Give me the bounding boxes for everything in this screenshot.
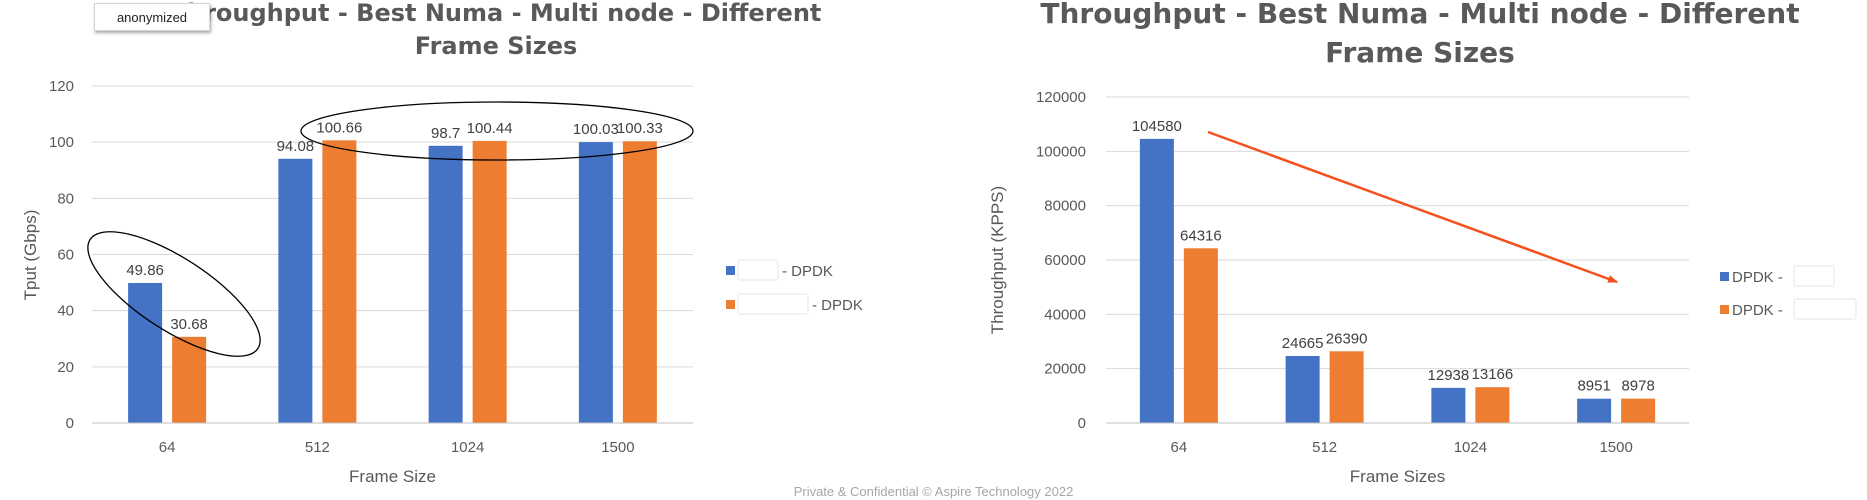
chart-title: Throughput - Best Numa - Multi node - Di…	[171, 0, 822, 27]
y-tick-label: 40000	[1044, 306, 1086, 323]
legend-redaction-box	[1793, 265, 1835, 287]
legend-swatch	[726, 266, 735, 275]
bar-series-1	[1285, 355, 1320, 423]
anonymized-badge: anonymized	[94, 3, 210, 31]
x-tick-label: 1500	[1599, 439, 1632, 456]
legend-label: - DPDK	[782, 263, 833, 280]
highlight-ellipse	[87, 231, 261, 357]
x-tick-label: 64	[159, 439, 176, 456]
legend-redaction-box	[737, 259, 779, 281]
x-tick-label: 1024	[451, 439, 484, 456]
y-axis-title: Throughput (KPPS)	[988, 186, 1007, 334]
legend-redaction-box	[737, 293, 809, 315]
y-tick-label: 100	[49, 134, 74, 151]
bar-series-1	[428, 145, 463, 423]
x-tick-label: 64	[1171, 439, 1188, 456]
y-tick-label: 80	[57, 190, 74, 207]
bar-series-2	[622, 141, 657, 423]
data-label: 26390	[1326, 330, 1368, 347]
legend-redaction-box	[1793, 298, 1857, 320]
y-tick-label: 0	[1078, 415, 1086, 432]
bar-series-2	[322, 140, 357, 423]
highlight-ellipse	[300, 101, 694, 161]
bar-series-2	[1475, 387, 1510, 423]
bar-series-1	[1577, 398, 1612, 423]
bar-series-2	[172, 336, 207, 423]
data-label: 30.68	[170, 316, 208, 333]
data-label: 100.03	[573, 121, 619, 138]
y-tick-label: 60	[57, 247, 74, 264]
x-axis-title: Frame Sizes	[1350, 467, 1445, 486]
data-label: 12938	[1428, 367, 1470, 384]
data-label: 64316	[1180, 227, 1222, 244]
chart-title: Throughput - Best Numa - Multi node - Di…	[1040, 0, 1799, 30]
y-tick-label: 80000	[1044, 198, 1086, 215]
bar-series-1	[1139, 138, 1174, 424]
data-label: 100.66	[316, 119, 362, 136]
legend-label: DPDK -	[1732, 269, 1783, 286]
legend-swatch	[1720, 305, 1729, 314]
x-tick-label: 512	[1312, 439, 1337, 456]
x-axis-title: Frame Size	[349, 467, 436, 486]
chart-2: 0 20000 40000 60000 80000 100000 120000 Through…	[988, 0, 1857, 486]
bar-series-1	[578, 142, 613, 424]
bar-series-2	[472, 140, 507, 423]
data-label: 94.08	[277, 138, 315, 155]
y-tick-label: 0	[66, 415, 74, 432]
y-tick-label: 20	[57, 359, 74, 376]
data-label: 24665	[1282, 335, 1324, 352]
y-tick-label: 120	[49, 78, 74, 95]
y-tick-label: 100000	[1036, 143, 1086, 160]
data-label: 100.44	[467, 120, 513, 137]
y-axis-title: Tput (Gbps)	[21, 210, 40, 301]
footer-confidential: Private & Confidential © Aspire Technolo…	[793, 484, 1074, 499]
bar-series-2	[1183, 248, 1218, 423]
bar-series-2	[1329, 351, 1364, 423]
bar-series-1	[128, 282, 163, 423]
bar-series-2	[1621, 398, 1656, 423]
y-tick-label: 60000	[1044, 252, 1086, 269]
bar-series-1	[1431, 387, 1466, 423]
data-label: 8978	[1621, 378, 1654, 395]
y-tick-label: 40	[57, 303, 74, 320]
data-label: 98.7	[431, 125, 460, 142]
data-label: 100.33	[617, 120, 663, 137]
data-label: 13166	[1472, 366, 1514, 383]
bar-series-1	[278, 158, 313, 424]
data-label: 104580	[1132, 118, 1182, 135]
legend-label: - DPDK	[812, 297, 863, 314]
data-label: 8951	[1577, 378, 1610, 395]
x-tick-label: 1500	[601, 439, 634, 456]
chart-title: Frame Sizes	[415, 32, 578, 60]
data-label: 49.86	[126, 262, 164, 279]
trend-arrow	[1207, 130, 1618, 284]
legend-swatch	[1720, 272, 1729, 281]
legend-label: DPDK -	[1732, 302, 1783, 319]
x-tick-label: 1024	[1454, 439, 1487, 456]
y-tick-label: 120000	[1036, 89, 1086, 106]
chart-1: 0 20 40 60 80 100 120 Throughput - Best Numa - …	[21, 0, 863, 486]
chart-title: Frame Sizes	[1325, 36, 1515, 69]
legend-swatch	[726, 300, 735, 309]
y-tick-label: 20000	[1044, 361, 1086, 378]
x-tick-label: 512	[305, 439, 330, 456]
